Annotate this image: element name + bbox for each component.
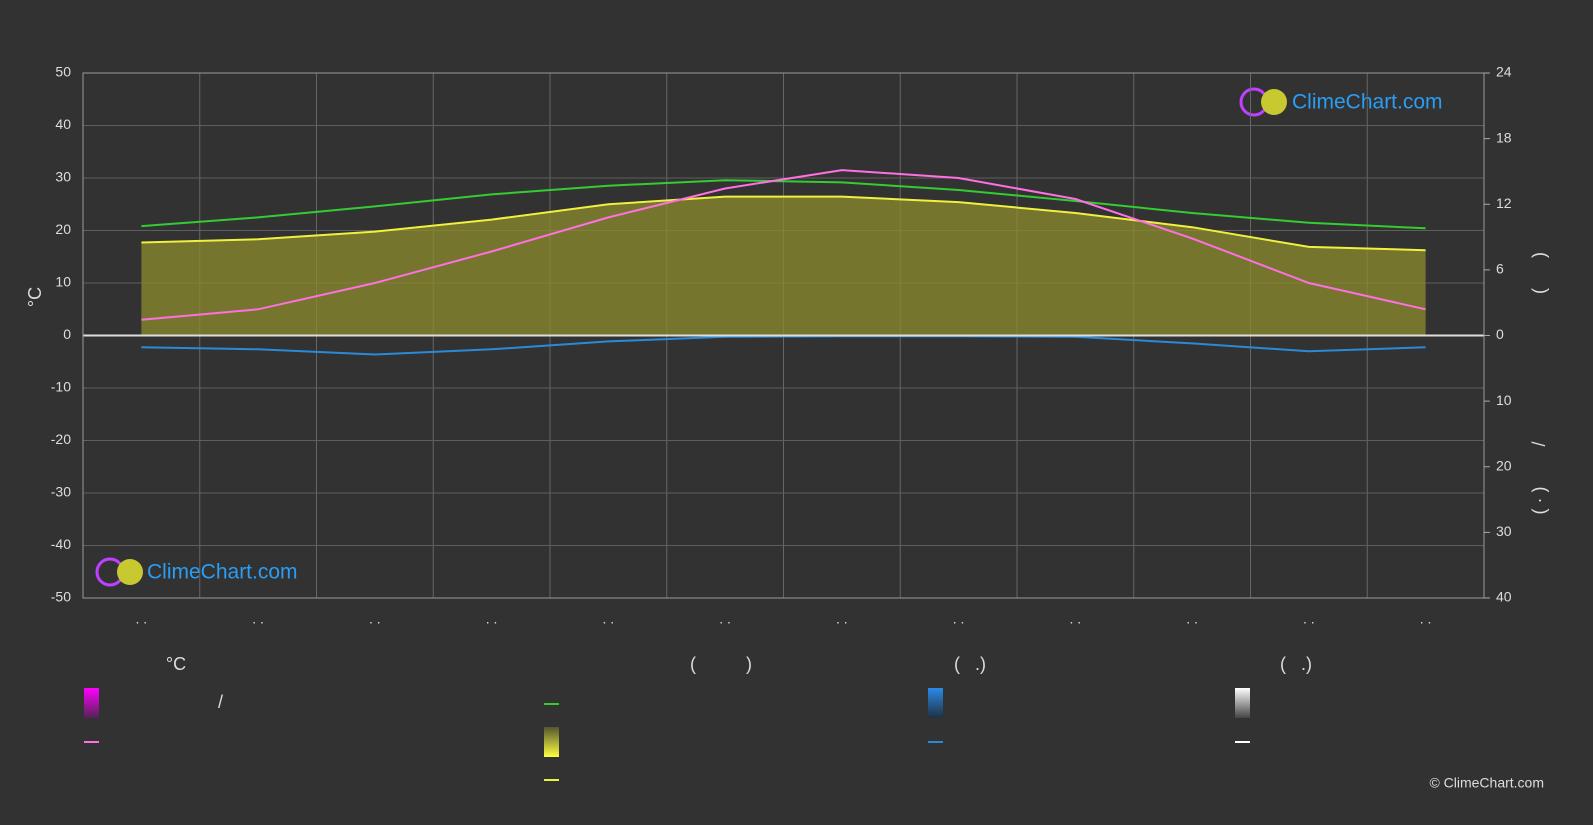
y-tick-label: -50 — [51, 589, 71, 605]
series-line — [141, 195, 1426, 252]
logo-text: ClimeChart.com — [147, 561, 298, 584]
copyright: © ClimeChart.com — [1429, 775, 1544, 791]
y-tick-label: -30 — [51, 484, 71, 500]
legend-header: °C — [166, 654, 186, 674]
legend-swatch — [84, 688, 99, 718]
y3-tick-label: 10 — [1496, 392, 1512, 408]
x-tick-label: . . — [252, 611, 264, 627]
logo-bottom: ClimeChart.com — [95, 557, 298, 587]
legend-swatch — [928, 688, 943, 718]
legend-header: ( ) — [690, 654, 752, 674]
logo-top: ClimeChart.com — [1239, 87, 1443, 117]
x-tick-label: . . — [603, 611, 615, 627]
x-tick-label: . . — [486, 611, 498, 627]
y2-tick-label: 6 — [1496, 261, 1504, 277]
series-line — [141, 169, 1426, 321]
x-tick-label: . . — [953, 611, 965, 627]
y3-tick-label: 20 — [1496, 457, 1512, 473]
y-tick-label: 10 — [55, 274, 71, 290]
legend-swatch — [1235, 688, 1250, 718]
sunshine-area — [141, 196, 1426, 336]
y2-tick-label: 24 — [1496, 64, 1512, 80]
y2-tick-label: 18 — [1496, 129, 1512, 145]
x-tick-label: . . — [1186, 611, 1198, 627]
plot — [82, 72, 1485, 599]
legend-swatch — [544, 727, 559, 757]
x-tick-label: . . — [369, 611, 381, 627]
y3-tick-label: 40 — [1496, 589, 1512, 605]
y-tick-label: 30 — [55, 169, 71, 185]
y3-axis-label: ( · ) / — [1529, 442, 1549, 515]
y-tick-label: -40 — [51, 536, 71, 552]
y-axis-label: °C — [25, 287, 45, 307]
y2-axis-label: ( ) — [1529, 252, 1549, 294]
y3-tick-label: 30 — [1496, 523, 1512, 539]
x-tick-label: . . — [719, 611, 731, 627]
x-tick-label: . . — [1070, 611, 1082, 627]
y2-tick-label: 0 — [1496, 326, 1504, 342]
y-tick-label: 40 — [55, 116, 71, 132]
y-tick-label: -10 — [51, 379, 71, 395]
y-tick-label: 20 — [55, 221, 71, 237]
y2-tick-label: 12 — [1496, 195, 1512, 211]
x-tick-label: . . — [136, 611, 148, 627]
x-tick-label: . . — [1420, 611, 1432, 627]
legend-header: ( .) — [954, 654, 986, 674]
legend-header: ( .) — [1280, 654, 1312, 674]
x-tick-label: . . — [1303, 611, 1315, 627]
y-tick-label: 50 — [55, 64, 71, 80]
y-tick-label: 0 — [63, 326, 71, 342]
x-tick-label: . . — [836, 611, 848, 627]
legend-text: / — [218, 692, 223, 712]
y-tick-label: -20 — [51, 431, 71, 447]
series-line — [141, 179, 1426, 230]
